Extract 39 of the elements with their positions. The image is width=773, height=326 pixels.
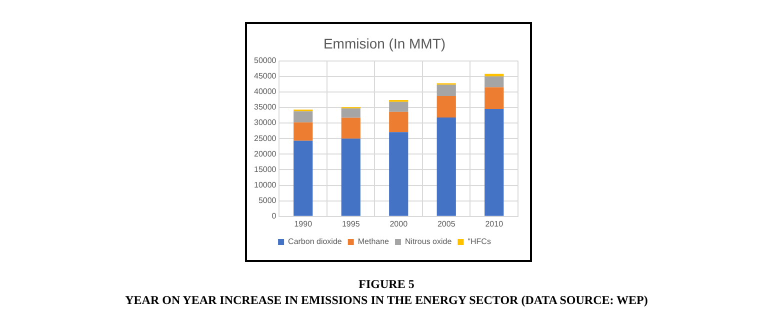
bar <box>484 74 504 76</box>
bar <box>436 84 456 96</box>
bar <box>484 87 504 110</box>
y-tick-label: 40000 <box>254 87 277 96</box>
text: YEAR ON YEAR INCREASE IN EMISSIONS IN THE ENERGY SECTOR (DATA SOURCE: WEP) <box>124 292 649 308</box>
legend-label: "HFCs <box>468 237 491 246</box>
legend-label: Methane <box>358 237 390 246</box>
bar <box>294 111 313 122</box>
bar <box>389 132 408 216</box>
bar <box>341 138 360 216</box>
y-tick-label: 30000 <box>254 118 277 128</box>
bar <box>484 76 504 88</box>
legend-label: Carbon dioxide <box>288 237 342 246</box>
x-tick-label: 2000 <box>390 219 408 228</box>
bar <box>341 118 360 139</box>
y-tick-label: 35000 <box>254 102 277 112</box>
bar <box>341 108 360 118</box>
x-tick-label: 2010 <box>485 219 504 228</box>
legend-label: Nitrous oxide <box>404 237 452 246</box>
y-tick-label: 45000 <box>254 72 277 81</box>
chart-title: Emmision (In MMT) <box>323 35 446 52</box>
x-tick-label: 1995 <box>342 219 360 228</box>
bar <box>484 109 504 216</box>
bar <box>389 112 408 132</box>
caption: FIGURE 5 <box>358 276 416 292</box>
y-tick-label: 20000 <box>254 149 277 158</box>
y-tick-label: 10000 <box>254 180 277 190</box>
bar <box>294 122 313 141</box>
y-tick-label: 25000 <box>254 134 277 143</box>
bar <box>389 102 408 112</box>
y-tick-label: 0 <box>272 212 277 221</box>
x-tick-label: 2005 <box>437 219 456 228</box>
x-tick-label: 1990 <box>294 219 313 228</box>
y-tick-label: 15000 <box>254 164 277 174</box>
y-tick-label: 5000 <box>258 196 277 206</box>
bar <box>294 140 313 216</box>
bar <box>436 96 456 118</box>
y-tick-label: 50000 <box>254 56 277 66</box>
bar <box>436 117 456 216</box>
